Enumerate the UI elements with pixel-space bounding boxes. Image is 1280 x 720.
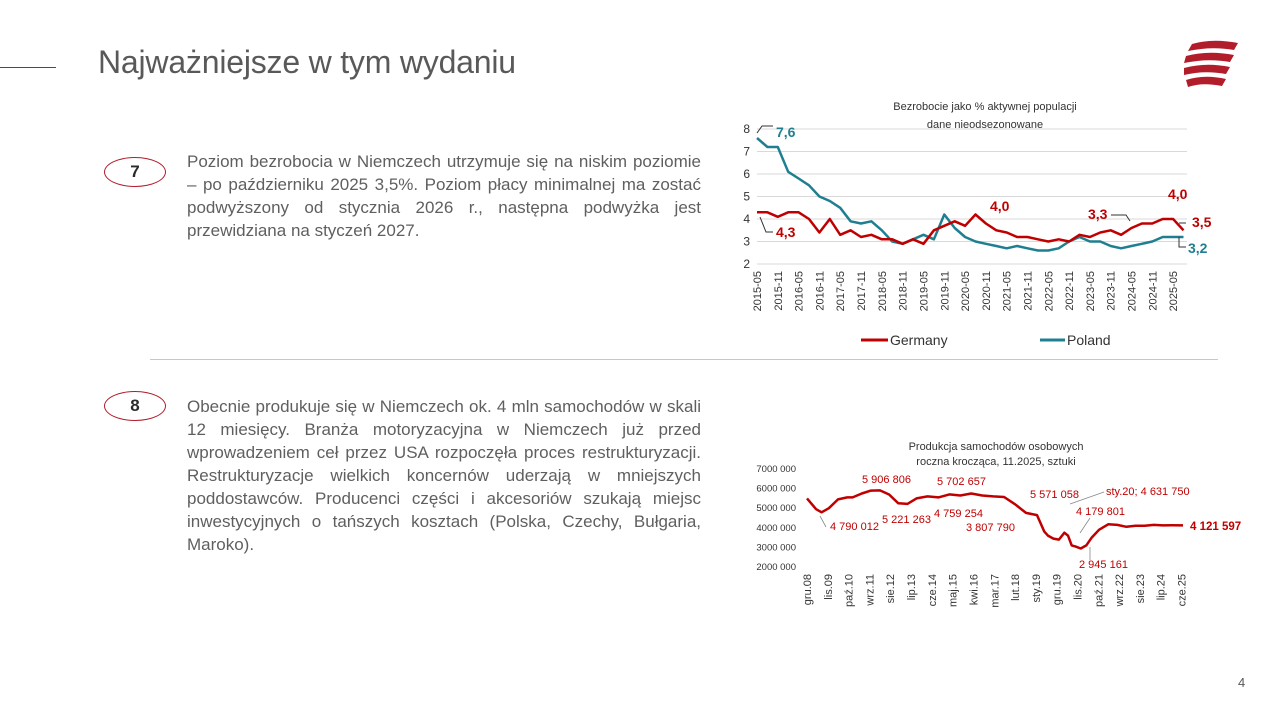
unemployment-chart: Bezrobocie jako % aktywnej populacji dan… — [743, 101, 1212, 348]
chart-title: Produkcja samochodów osobowych — [909, 441, 1084, 453]
x-tick-label: 2021-05 — [1002, 271, 1014, 311]
data-label: 4 121 597 — [1190, 521, 1241, 533]
data-label: 4,3 — [776, 224, 796, 240]
x-tick-label: 2018-05 — [877, 271, 889, 311]
section-divider — [150, 359, 1218, 360]
x-tick-label: lis.09 — [823, 574, 835, 600]
data-label: 4 790 012 — [830, 521, 879, 533]
x-tick-label: cze.25 — [1177, 574, 1189, 606]
x-tick-label: 2015-05 — [752, 271, 764, 311]
page-number: 4 — [1238, 675, 1246, 690]
x-tick-label: cze.14 — [927, 574, 939, 606]
x-tick-label: 2023-05 — [1085, 271, 1097, 311]
item-number-badge: 8 — [104, 391, 166, 421]
y-tick-label: 6000 000 — [756, 484, 796, 495]
x-tick-label: sty.19 — [1031, 574, 1043, 603]
legend-germany-label: Germany — [890, 332, 948, 348]
data-label: 7,6 — [776, 124, 796, 140]
x-tick-label: 2015-11 — [773, 271, 785, 311]
title-accent-line — [0, 67, 56, 68]
x-tick-label: sie.12 — [885, 574, 897, 603]
x-tick-label: 2022-11 — [1064, 271, 1076, 311]
chart-subtitle: dane nieodsezonowane — [927, 119, 1043, 131]
y-tick-label: 7 — [743, 145, 750, 159]
x-tick-label: lut.18 — [1010, 574, 1022, 601]
data-label: 4 759 254 — [934, 508, 983, 520]
legend-poland-label: Poland — [1067, 332, 1111, 348]
x-tick-label: 2017-11 — [856, 271, 868, 311]
x-tick-label: lip.24 — [1156, 574, 1168, 600]
y-tick-label: 5000 000 — [756, 503, 796, 514]
x-tick-label: paź.21 — [1093, 574, 1105, 607]
x-tick-label: 2019-05 — [918, 271, 930, 311]
x-tick-label: wrz.22 — [1114, 574, 1126, 607]
y-tick-label: 4000 000 — [756, 523, 796, 534]
chart-subtitle: roczna krocząca, 11.2025, sztuki — [916, 456, 1075, 468]
annotation-leader — [819, 515, 827, 528]
data-label: 3,2 — [1188, 240, 1208, 256]
flag-stripes-icon — [1184, 40, 1238, 87]
item-text: Obecnie produkuje się w Niemczech ok. 4 … — [187, 397, 701, 554]
series-line-germany — [757, 211, 1185, 246]
x-tick-label: 2021-11 — [1022, 271, 1034, 311]
x-tick-label: 2018-11 — [898, 271, 910, 311]
page-title: Najważniejsze w tym wydaniu — [98, 44, 516, 80]
x-tick-label: 2022-05 — [1043, 271, 1055, 311]
x-tick-label: maj.15 — [948, 574, 960, 607]
data-label: 5 571 058 — [1030, 489, 1079, 501]
y-tick-label: 2 — [743, 257, 750, 271]
x-tick-label: 2017-05 — [835, 271, 847, 311]
x-tick-label: paź.10 — [844, 574, 856, 607]
y-tick-label: 5 — [743, 190, 750, 204]
chart-title: Bezrobocie jako % aktywnej populacji — [893, 101, 1076, 113]
data-label: sty.20; 4 631 750 — [1106, 486, 1190, 498]
x-tick-label: 2016-11 — [814, 271, 826, 311]
x-tick-label: lis.20 — [1073, 574, 1085, 600]
x-tick-label: gru.19 — [1052, 574, 1064, 605]
y-tick-label: 4 — [743, 212, 750, 226]
car-production-chart: Produkcja samochodów osobowych roczna kr… — [756, 441, 1241, 608]
x-tick-label: gru.08 — [802, 574, 814, 605]
data-label: 5 906 806 — [862, 474, 911, 486]
data-label: 4,0 — [990, 198, 1010, 214]
annotation-leader — [1178, 237, 1186, 248]
data-label: 5 221 263 — [882, 514, 931, 526]
x-tick-label: kwi.16 — [968, 574, 980, 605]
data-label: 4 179 801 — [1076, 506, 1125, 518]
x-tick-label: lip.13 — [906, 574, 918, 600]
item-text: Poziom bezrobocia w Niemczech utrzymuje … — [187, 152, 701, 240]
data-label: 3 807 790 — [966, 522, 1015, 534]
x-tick-label: 2025-05 — [1168, 271, 1180, 311]
y-tick-label: 8 — [743, 122, 750, 136]
x-tick-label: sie.23 — [1135, 574, 1147, 603]
annotation-leader — [1079, 517, 1091, 534]
annotation-leader — [759, 216, 773, 233]
annotation-leader — [756, 125, 773, 134]
x-tick-label: 2016-05 — [794, 271, 806, 311]
x-tick-label: 2020-11 — [981, 271, 993, 311]
series-line-poland — [756, 137, 1184, 252]
data-label: 3,3 — [1088, 206, 1108, 222]
y-tick-label: 3 — [743, 235, 750, 249]
data-label: 2 945 161 — [1079, 559, 1128, 571]
data-label: 5 702 657 — [937, 476, 986, 488]
legend: Germany Poland — [861, 332, 1111, 348]
data-label: 3,5 — [1192, 214, 1212, 230]
x-tick-label: 2023-11 — [1106, 271, 1118, 311]
annotation-leader — [1069, 491, 1105, 505]
series-line-production — [806, 489, 1184, 550]
y-tick-label: 6 — [743, 167, 750, 181]
x-tick-label: 2024-05 — [1127, 271, 1139, 311]
x-tick-label: 2019-11 — [939, 271, 951, 311]
x-tick-label: mar.17 — [989, 574, 1001, 608]
annotation-leader — [1111, 214, 1131, 222]
x-tick-label: wrz.11 — [864, 574, 876, 607]
item-number-badge: 7 — [104, 157, 166, 187]
y-tick-label: 3000 000 — [756, 542, 796, 553]
x-tick-label: 2024-11 — [1147, 271, 1159, 311]
y-tick-label: 2000 000 — [756, 562, 796, 573]
data-label: 4,0 — [1168, 186, 1188, 202]
x-tick-label: 2020-05 — [960, 271, 972, 311]
y-tick-label: 7000 000 — [756, 464, 796, 475]
